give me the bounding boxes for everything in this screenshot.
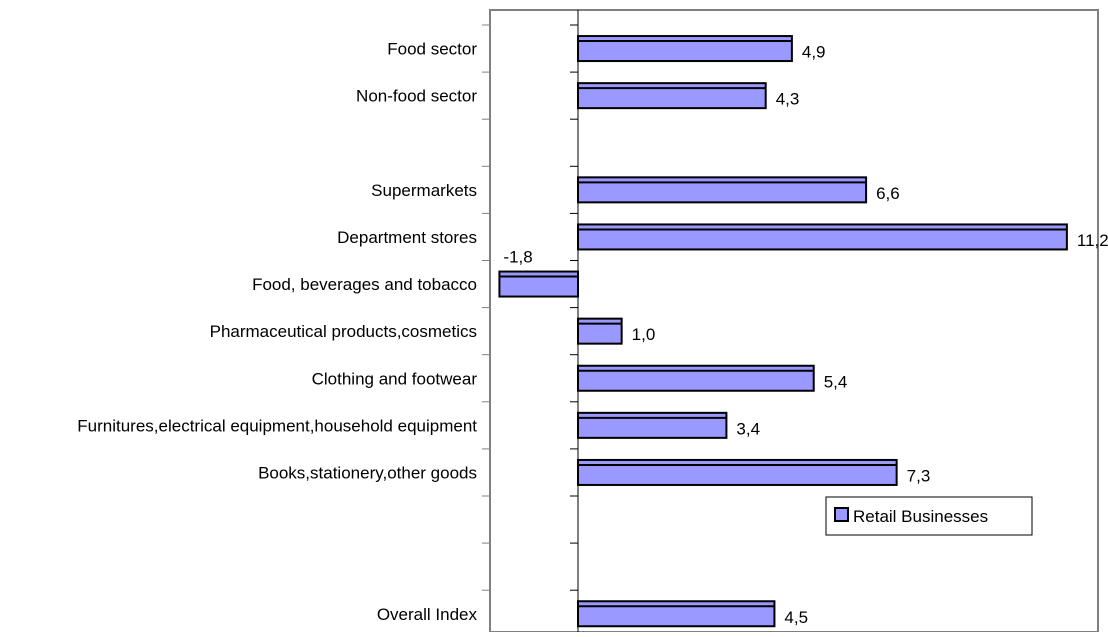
category-label: Overall Index <box>377 605 478 624</box>
category-labels: Food sector Non-food sector Supermarkets De… <box>77 40 477 624</box>
legend-swatch <box>834 507 849 522</box>
value-label: 11,2 <box>1077 231 1108 250</box>
category-label: Supermarkets <box>371 181 477 200</box>
legend: Retail Businesses <box>825 496 1033 536</box>
value-label: 4,9 <box>802 43 826 62</box>
value-label: 4,3 <box>776 90 800 109</box>
category-label: Pharmaceutical products,cosmetics <box>210 322 477 341</box>
category-label: Clothing and footwear <box>312 369 478 388</box>
category-label: Books,stationery,other goods <box>258 463 477 482</box>
value-label: 6,6 <box>876 184 900 203</box>
value-label: 5,4 <box>824 372 848 391</box>
bar <box>577 317 623 345</box>
bar <box>577 458 898 486</box>
bar <box>577 82 767 110</box>
legend-box <box>825 496 1033 536</box>
value-label: 4,5 <box>784 608 808 627</box>
legend-label: Retail Businesses <box>853 507 988 526</box>
category-label: Furnitures,electrical equipment,househol… <box>77 416 477 435</box>
category-ticks <box>482 24 578 637</box>
value-labels: 4,9 4,3 6,6 11,2 -1,8 1,0 5,4 3,4 7,3 4,5 <box>503 43 1108 627</box>
value-label: -1,8 <box>503 248 532 267</box>
category-label: Food, beverages and tobacco <box>252 275 477 294</box>
category-label: Non-food sector <box>356 87 477 106</box>
bar <box>577 176 868 204</box>
bar <box>577 364 815 392</box>
category-label: Food sector <box>387 40 477 59</box>
value-label: 7,3 <box>907 466 931 485</box>
value-label: 1,0 <box>632 325 656 344</box>
bar <box>498 270 579 298</box>
bar <box>577 35 793 63</box>
bar <box>577 223 1068 251</box>
bar <box>577 411 728 439</box>
category-label: Department stores <box>337 228 477 247</box>
bar <box>577 600 776 628</box>
value-label: 3,4 <box>736 419 760 438</box>
